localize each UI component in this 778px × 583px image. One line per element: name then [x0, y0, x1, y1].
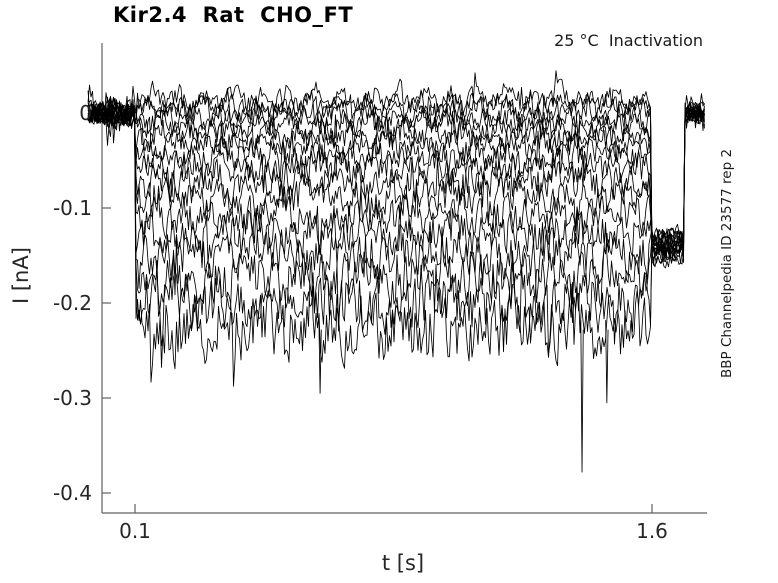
x-tick-0p1: 0.1	[119, 519, 151, 543]
artifact-spike-1	[580, 320, 584, 473]
sweep-trace-2	[87, 93, 705, 262]
sweep-trace-11	[87, 103, 705, 255]
y-tick-m0p1: -0.1	[52, 196, 92, 220]
artifact-spike-0	[318, 320, 322, 394]
sweep-trace-14	[87, 98, 705, 332]
x-axis-label: t [s]	[381, 551, 425, 575]
channelpedia-id-label: BBP Channelpedia ID 23577 rep 2	[719, 148, 735, 378]
temperature-protocol-label: 25 °C Inactivation	[554, 31, 703, 50]
sweep-trace-3	[87, 93, 705, 264]
y-tick-0: 0	[79, 101, 92, 125]
y-tick-m0p3: -0.3	[52, 386, 92, 410]
y-tick-m0p4: -0.4	[52, 481, 92, 505]
artifact-spike-2	[605, 320, 609, 404]
sweep-trace-7	[87, 95, 705, 258]
sweep-trace-8	[87, 102, 705, 266]
sweep-trace-9	[87, 100, 705, 258]
chart-title: Kir2.4 Rat CHO_FT	[113, 3, 354, 27]
sweep-trace-16	[87, 95, 705, 387]
y-tick-m0p2: -0.2	[52, 291, 92, 315]
sweep-trace-5	[87, 103, 705, 263]
sweep-trace-15	[87, 84, 705, 368]
x-tick-1p6: 1.6	[636, 519, 668, 543]
sweep-trace-10	[87, 102, 705, 254]
sweep-trace-12	[87, 92, 705, 264]
